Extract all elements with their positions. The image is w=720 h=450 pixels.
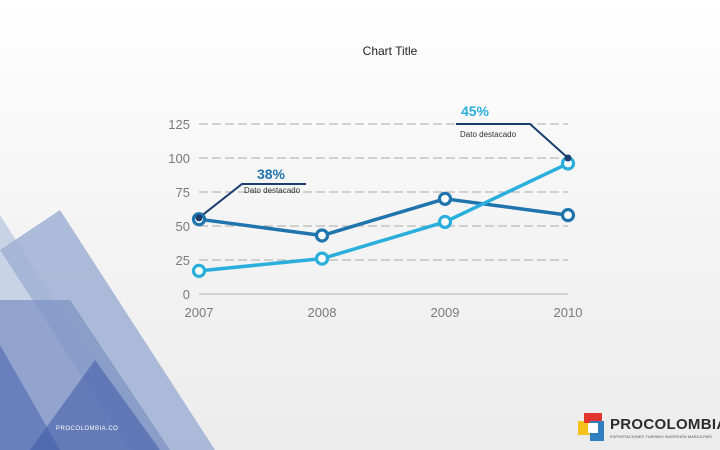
chart-title: Chart Title <box>362 44 418 58</box>
series-line <box>198 161 569 273</box>
series-line <box>198 197 569 238</box>
y-tick-label: 0 <box>183 287 190 302</box>
data-point <box>560 208 576 223</box>
data-point <box>437 214 453 230</box>
corner-decoration <box>0 210 215 450</box>
data-point <box>564 154 572 162</box>
data-point <box>314 228 330 243</box>
x-tick-label: 2009 <box>431 305 460 320</box>
y-tick-label: 50 <box>176 219 190 234</box>
x-tick-label: 2007 <box>185 305 214 320</box>
data-point <box>195 214 203 222</box>
y-tick-label: 25 <box>176 253 190 268</box>
logo-tagline: EXPORTACIONES TURISMO INVERSIÓN MARCA PA… <box>610 434 712 439</box>
annotation-label: Dato destacado <box>460 130 517 139</box>
x-tick-label: 2010 <box>554 305 583 320</box>
footer-website: PROCOLOMBIA.CO <box>56 426 119 432</box>
logo-name: PROCOLOMBIA <box>610 416 720 433</box>
annotation-leader <box>456 123 569 159</box>
annotation-value: 38% <box>257 166 286 182</box>
data-point <box>437 191 453 206</box>
data-point <box>314 251 330 266</box>
procolombia-logo: PROCOLOMBIA EXPORTACIONES TURISMO INVERS… <box>578 413 720 443</box>
annotation-label: Dato destacado <box>244 186 301 195</box>
annotation-leader <box>198 183 306 219</box>
x-tick-label: 2008 <box>308 305 337 320</box>
data-point <box>191 263 207 278</box>
y-tick-label: 75 <box>176 185 190 200</box>
y-tick-label: 125 <box>168 117 190 132</box>
logo-mark-icon <box>578 413 604 441</box>
y-tick-label: 100 <box>168 151 190 166</box>
annotation-value: 45% <box>461 103 490 119</box>
